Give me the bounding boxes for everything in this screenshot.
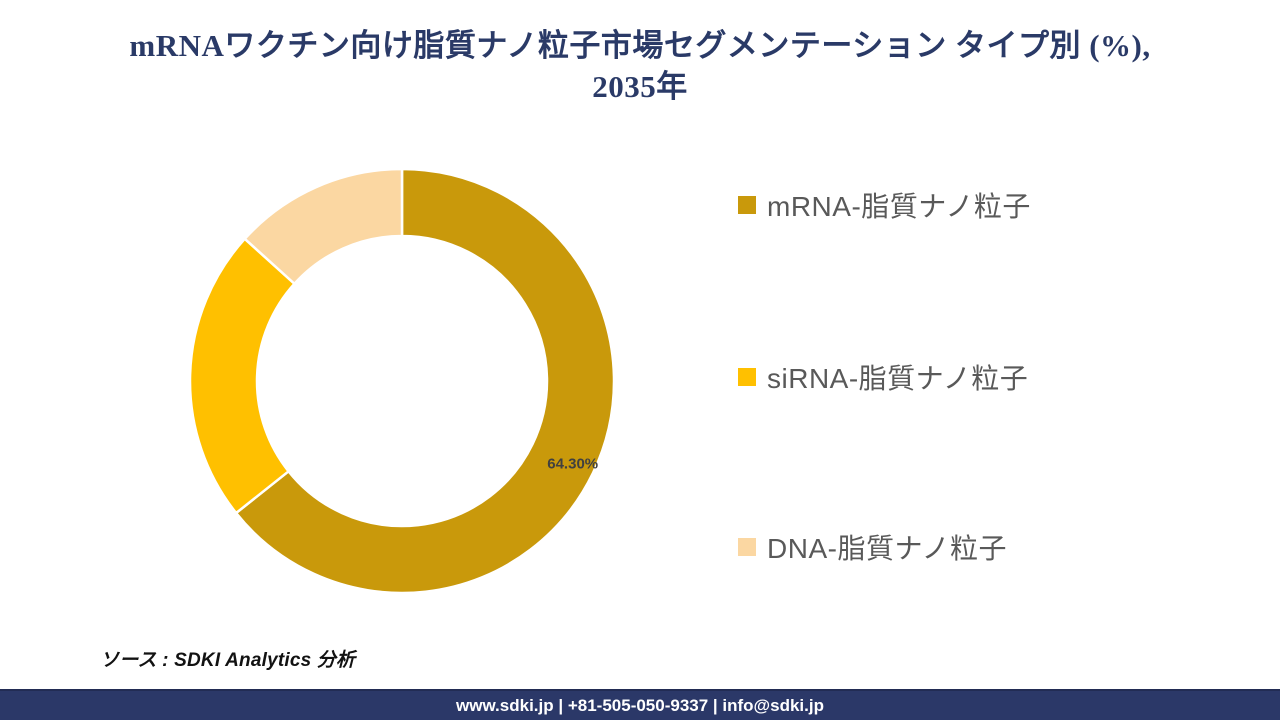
donut-slice-0 (234, 169, 614, 593)
legend-item-dna-lnp: DNA-脂質ナノ粒子 (738, 527, 1007, 567)
legend-swatch-dna-lnp (738, 538, 756, 556)
footer-bar: www.sdki.jp | +81-505-050-9337 | info@sd… (0, 689, 1280, 720)
source-note: ソース : SDKI Analytics 分析 (100, 650, 356, 671)
legend-item-sirna-lnp: siRNA-脂質ナノ粒子 (738, 357, 1028, 397)
chart-title-line2: 2035年 (592, 68, 688, 104)
donut-slice-1 (190, 237, 297, 515)
donut-chart: 64.30% (190, 169, 614, 593)
legend-label: mRNA-脂質ナノ粒子 (767, 191, 1031, 222)
chart-title: mRNAワクチン向け脂質ナノ粒子市場セグメンテーション タイプ別 (%), 20… (0, 26, 1280, 108)
donut-slice-label: 64.30% (547, 455, 598, 472)
donut-slice-2 (242, 169, 404, 286)
footer-contact-text: www.sdki.jp | +81-505-050-9337 | info@sd… (456, 696, 824, 715)
legend-label: DNA-脂質ナノ粒子 (767, 533, 1008, 564)
legend-swatch-sirna-lnp (738, 368, 756, 386)
legend-label: siRNA-脂質ナノ粒子 (767, 363, 1029, 394)
legend-swatch-mrna-lnp (738, 196, 756, 214)
chart-title-line1: mRNAワクチン向け脂質ナノ粒子市場セグメンテーション タイプ別 (%), (129, 28, 1151, 63)
legend-item-mrna-lnp: mRNA-脂質ナノ粒子 (738, 185, 1031, 225)
